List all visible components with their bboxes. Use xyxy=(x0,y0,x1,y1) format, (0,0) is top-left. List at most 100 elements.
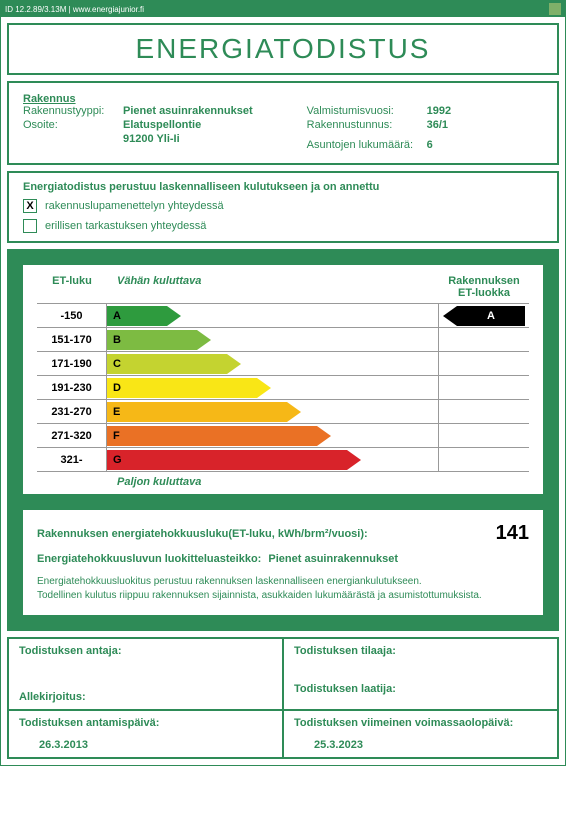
energy-certificate-page: ID 12.2.89/3.13M | www.energiajunior.fi … xyxy=(0,0,566,766)
building-type-label: Rakennustyyppi: xyxy=(23,105,123,117)
sig-issuer-label: Todistuksen antaja: xyxy=(19,645,272,657)
sig-orderer-label: Todistuksen tilaaja: xyxy=(294,645,547,657)
chart-indicator-cell xyxy=(439,448,529,471)
chart-range-label: 151-170 xyxy=(37,328,107,351)
building-section-label: Rakennus xyxy=(23,93,543,105)
energy-chart-box: ET-luku Vähän kuluttava Rakennuksen ET-l… xyxy=(21,263,545,496)
building-info-section: Rakennus Rakennustyyppi: Pienet asuinrak… xyxy=(7,81,559,165)
arrow-tip-icon xyxy=(227,354,241,374)
chart-range-label: 321- xyxy=(37,448,107,471)
chart-indicator-cell xyxy=(439,376,529,399)
header-meta-text: ID 12.2.89/3.13M | www.energiajunior.fi xyxy=(5,5,144,14)
checkbox-permit[interactable]: X xyxy=(23,199,37,213)
et-note1: Energiatehokkuusluokitus perustuu rakenn… xyxy=(37,575,529,589)
building-info-left: Rakennustyyppi: Pienet asuinrakennukset … xyxy=(23,105,307,153)
arrow-tip-icon xyxy=(287,402,301,422)
arrow-tip-icon xyxy=(167,306,181,326)
chart-row: 171-190C xyxy=(37,352,529,376)
building-info-right: Valmistumisvuosi: 1992 Rakennustunnus: 3… xyxy=(307,105,543,153)
energy-class-bar: F xyxy=(107,426,317,446)
chart-header: ET-luku Vähän kuluttava Rakennuksen ET-l… xyxy=(37,275,529,299)
chart-footer: Paljon kuluttava xyxy=(117,476,529,488)
building-id-value: 36/1 xyxy=(427,119,448,131)
et-class-value: Pienet asuinrakennukset xyxy=(268,553,398,565)
arrow-tip-icon xyxy=(197,330,211,350)
indicator-arrow-icon xyxy=(443,306,457,326)
address-line1: Elatuspellontie xyxy=(123,119,201,131)
chart-row: 271-320F xyxy=(37,424,529,448)
page-title: ENERGIATODISTUS xyxy=(9,33,557,65)
units-value: 6 xyxy=(427,139,433,151)
chart-col-low: Vähän kuluttava xyxy=(107,275,439,299)
arrow-tip-icon xyxy=(257,378,271,398)
checkbox-inspection[interactable] xyxy=(23,219,37,233)
arrow-tip-icon xyxy=(317,426,331,446)
logo-icon xyxy=(549,3,561,15)
et-class-label: Energiatehokkuusluvun luokitteluasteikko… xyxy=(37,553,261,565)
checkbox-permit-label: rakennuslupamenettelyn yhteydessä xyxy=(45,200,224,212)
chart-row: -150AA xyxy=(37,304,529,328)
energy-class-bar: D xyxy=(107,378,257,398)
chart-range-label: 191-230 xyxy=(37,376,107,399)
sig-orderer-cell: Todistuksen tilaaja: Todistuksen laatija… xyxy=(283,638,558,710)
sig-valid-date-label: Todistuksen viimeinen voimassaolopäivä: xyxy=(294,717,547,729)
year-value: 1992 xyxy=(427,105,451,117)
energy-class-bar: E xyxy=(107,402,287,422)
sig-valid-date-cell: Todistuksen viimeinen voimassaolopäivä: … xyxy=(283,710,558,758)
energy-class-bar: A xyxy=(107,306,167,326)
chart-indicator-cell: A xyxy=(439,304,529,327)
attest-intro: Energiatodistus perustuu laskennalliseen… xyxy=(23,181,543,193)
chart-col-et: ET-luku xyxy=(37,275,107,299)
chart-row: 231-270E xyxy=(37,400,529,424)
chart-bar-cell: F xyxy=(107,424,439,447)
checkbox-row-inspection: erillisen tarkastuksen yhteydessä xyxy=(23,219,543,233)
signature-grid: Todistuksen antaja: Allekirjoitus: Todis… xyxy=(7,637,559,759)
chart-col-class: Rakennuksen ET-luokka xyxy=(439,275,529,299)
et-value: 141 xyxy=(496,522,529,545)
selected-class-indicator: A xyxy=(457,306,525,326)
header-bar: ID 12.2.89/3.13M | www.energiajunior.fi xyxy=(1,1,565,17)
chart-bar-cell: C xyxy=(107,352,439,375)
chart-rows: -150AA151-170B171-190C191-230D231-270E27… xyxy=(37,303,529,472)
chart-bar-cell: G xyxy=(107,448,439,471)
sig-valid-date: 25.3.2023 xyxy=(294,739,547,751)
chart-range-label: 231-270 xyxy=(37,400,107,423)
sig-issuer-cell: Todistuksen antaja: Allekirjoitus: xyxy=(8,638,283,710)
chart-indicator-cell xyxy=(439,400,529,423)
et-note2: Todellinen kulutus riippuu rakennuksen s… xyxy=(37,589,529,603)
sig-issue-date-cell: Todistuksen antamispäivä: 26.3.2013 xyxy=(8,710,283,758)
address-line2: 91200 Yli-Ii xyxy=(123,133,180,145)
attestation-section: Energiatodistus perustuu laskennalliseen… xyxy=(7,171,559,243)
chart-range-label: 271-320 xyxy=(37,424,107,447)
chart-row: 151-170B xyxy=(37,328,529,352)
title-box: ENERGIATODISTUS xyxy=(7,23,559,75)
arrow-tip-icon xyxy=(347,450,361,470)
checkbox-inspection-label: erillisen tarkastuksen yhteydessä xyxy=(45,220,206,232)
sig-issue-date-label: Todistuksen antamispäivä: xyxy=(19,717,272,729)
energy-class-block: ET-luku Vähän kuluttava Rakennuksen ET-l… xyxy=(7,249,559,631)
chart-indicator-cell xyxy=(439,328,529,351)
chart-range-label: -150 xyxy=(37,304,107,327)
year-label: Valmistumisvuosi: xyxy=(307,105,427,117)
chart-bar-cell: E xyxy=(107,400,439,423)
sig-signature-label: Allekirjoitus: xyxy=(19,691,86,703)
energy-class-bar: G xyxy=(107,450,347,470)
checkbox-row-permit: X rakennuslupamenettelyn yhteydessä xyxy=(23,199,543,213)
sig-issue-date: 26.3.2013 xyxy=(19,739,272,751)
sig-creator-label: Todistuksen laatija: xyxy=(294,683,547,695)
chart-range-label: 171-190 xyxy=(37,352,107,375)
et-summary-box: Rakennuksen energiatehokkuusluku(ET-luku… xyxy=(21,508,545,617)
chart-bar-cell: A xyxy=(107,304,439,327)
chart-bar-cell: D xyxy=(107,376,439,399)
chart-bar-cell: B xyxy=(107,328,439,351)
chart-row: 321-G xyxy=(37,448,529,472)
energy-class-bar: B xyxy=(107,330,197,350)
address-label: Osoite: xyxy=(23,119,123,131)
building-type-value: Pienet asuinrakennukset xyxy=(123,105,253,117)
et-label: Rakennuksen energiatehokkuusluku(ET-luku… xyxy=(37,528,368,540)
chart-indicator-cell xyxy=(439,352,529,375)
units-label: Asuntojen lukumäärä: xyxy=(307,139,427,151)
chart-row: 191-230D xyxy=(37,376,529,400)
building-id-label: Rakennustunnus: xyxy=(307,119,427,131)
chart-indicator-cell xyxy=(439,424,529,447)
